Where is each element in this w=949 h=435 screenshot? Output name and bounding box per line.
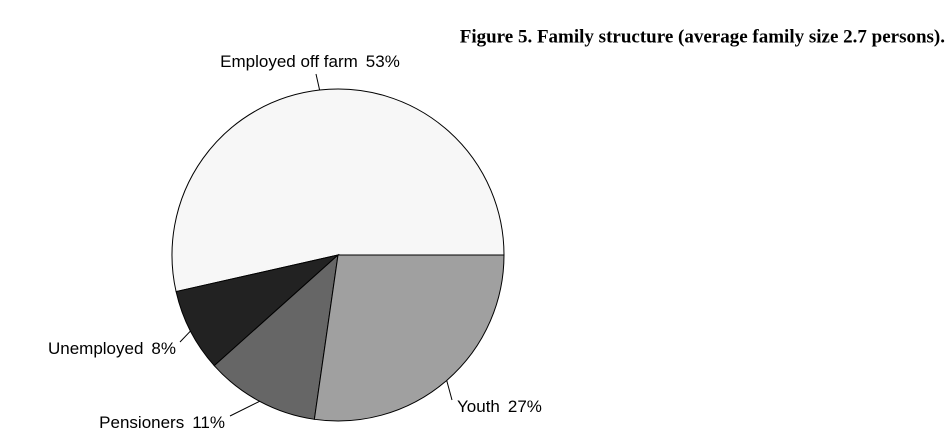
- slice-label: Employed off farm 53%: [220, 52, 400, 71]
- leader-line: [315, 73, 321, 91]
- leader-line: [229, 400, 260, 417]
- slice-value: 8%: [151, 339, 176, 358]
- slice-label: Youth 27%: [457, 397, 542, 416]
- slice-value: 11%: [192, 413, 225, 432]
- pie-slice: [313, 254, 505, 422]
- slice-name: Youth: [457, 397, 500, 416]
- slice-label: Unemployed 8%: [48, 339, 176, 358]
- pie-slice: [171, 88, 505, 293]
- slice-name: Pensioners: [99, 413, 184, 432]
- leader-line: [446, 380, 453, 401]
- chart-title: Figure 5. Family structure (average fami…: [460, 26, 945, 47]
- slice-name: Unemployed: [48, 339, 143, 358]
- slice-value: 53%: [366, 52, 400, 71]
- slice-value: 27%: [508, 397, 542, 416]
- slice-name: Employed off farm: [220, 52, 358, 71]
- leader-line: [179, 330, 191, 343]
- pie-slice: [213, 253, 339, 420]
- slice-label: Pensioners 11%: [99, 413, 225, 432]
